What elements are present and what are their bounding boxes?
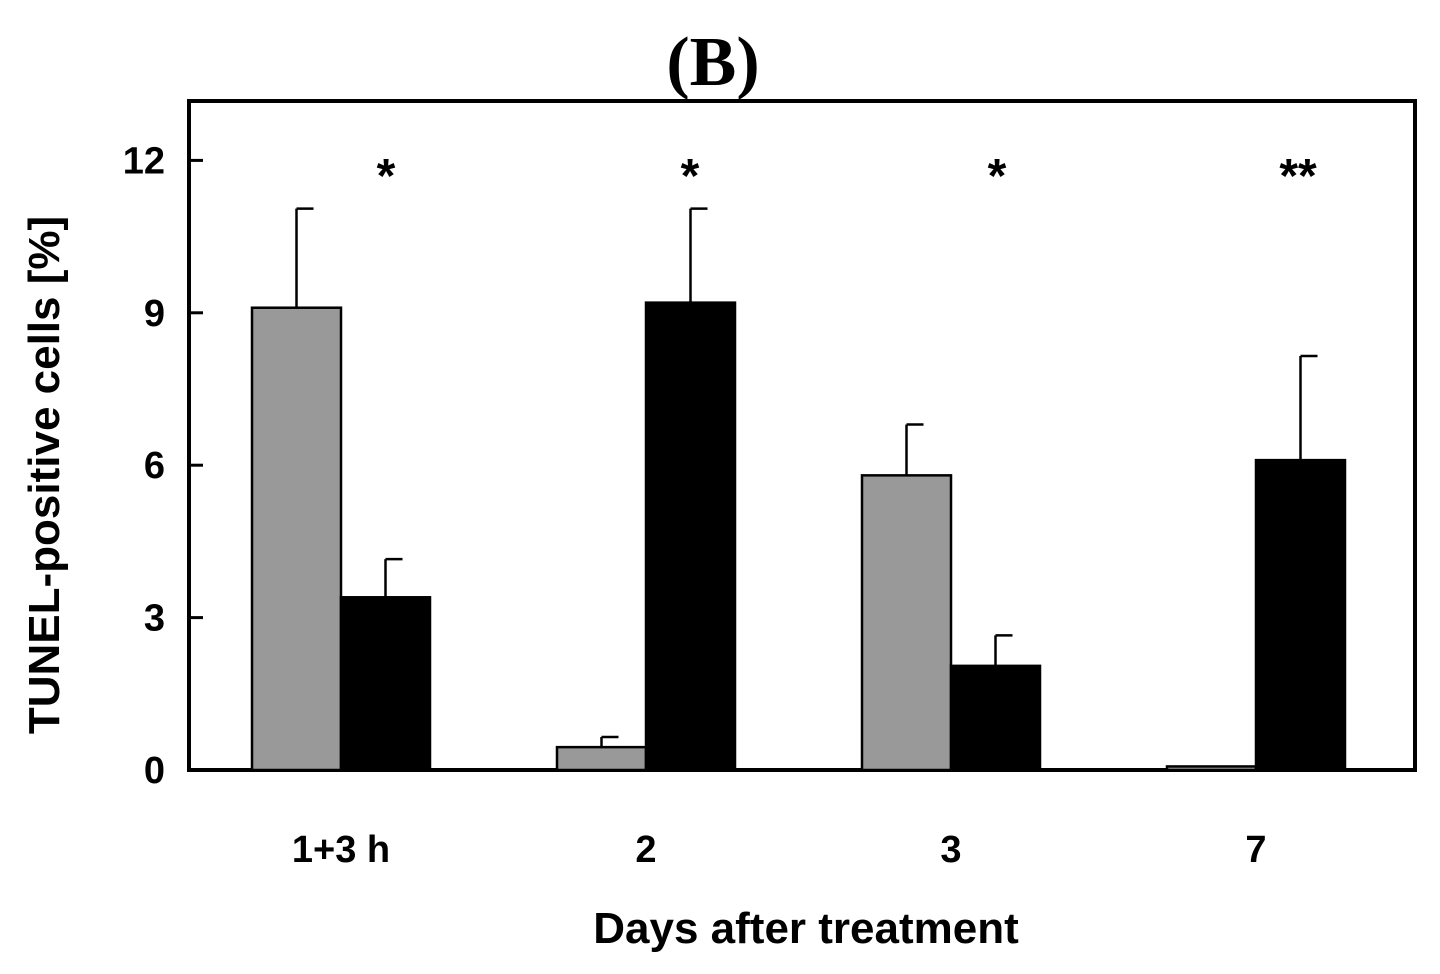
x-tick-label: 1+3 h — [292, 829, 390, 871]
x-axis: 1+3 h 2 3 7 — [292, 829, 1267, 871]
x-tick-label: 2 — [635, 829, 656, 871]
bar-1 — [555, 745, 648, 772]
significance-marker: * — [988, 150, 1007, 203]
bars-group — [250, 207, 1347, 772]
bar-1 — [250, 306, 343, 772]
y-tick-label: 9 — [144, 293, 165, 335]
bar-2 — [1254, 458, 1347, 772]
y-tick-label: 12 — [123, 140, 165, 182]
significance-marker: * — [377, 150, 396, 203]
x-tick-label: 3 — [940, 829, 961, 871]
significance-marker: ** — [1279, 150, 1317, 203]
y-tick-label: 6 — [144, 445, 165, 487]
y-tick-label: 3 — [144, 598, 165, 640]
y-axis-title: TUNEL-positive cells [%] — [20, 216, 69, 734]
bar-1 — [1165, 765, 1258, 772]
significance-marker: * — [681, 150, 700, 203]
bar-1 — [860, 474, 953, 772]
x-axis-title: Days after treatment — [593, 904, 1019, 953]
y-axis: 0 3 6 9 12 — [123, 140, 203, 792]
bar-2 — [949, 664, 1042, 772]
plot-frame — [187, 99, 1417, 772]
panel-label: (B) — [666, 24, 759, 101]
bar-2 — [644, 301, 737, 772]
significance-markers: * * * ** — [377, 150, 1317, 203]
bar-2 — [339, 596, 432, 772]
x-tick-label: 7 — [1245, 829, 1266, 871]
y-tick-label: 0 — [144, 750, 165, 792]
